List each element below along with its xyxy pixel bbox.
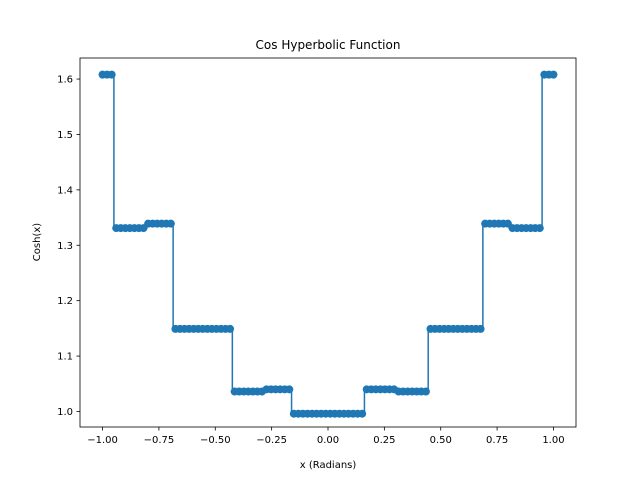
y-tick-label: 1.6 [57,75,73,86]
x-tick-label: −1.00 [87,435,118,446]
data-point [226,324,235,333]
x-tick-label: 0.50 [430,435,452,446]
x-axis: −1.00 −0.75 −0.50 −0.25 0.00 0.25 0.50 0.75 1.00 [87,427,565,446]
x-axis-label: x (Radians) [300,460,357,471]
plot-area-frame [79,57,577,428]
y-axis: 1.0 1.1 1.2 1.3 1.4 1.5 1.6 [57,75,80,418]
y-tick-label: 1.1 [57,352,73,363]
y-axis-label: Cosh(x) [32,223,43,261]
data-point [421,387,430,396]
chart-title: Cos Hyperbolic Function [256,38,401,52]
x-tick-label: −0.25 [256,435,287,446]
data-point [549,70,558,79]
data-point [358,409,367,418]
y-tick-label: 1.2 [57,296,73,307]
data-point [535,224,544,233]
x-tick-label: 0.25 [373,435,395,446]
x-tick-label: 0.75 [486,435,508,446]
data-point [107,70,116,79]
data-point [285,385,294,394]
y-tick-label: 1.4 [57,185,73,196]
x-tick-label: 0.00 [317,435,339,446]
series-layer [98,70,558,418]
data-point [166,219,175,228]
data-point [476,324,485,333]
y-tick-label: 1.0 [57,407,73,418]
y-tick-label: 1.3 [57,241,73,252]
x-tick-label: −0.50 [200,435,231,446]
y-tick-label: 1.5 [57,130,73,141]
x-tick-label: 1.00 [542,435,564,446]
x-tick-label: −0.75 [144,435,175,446]
